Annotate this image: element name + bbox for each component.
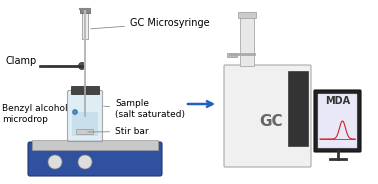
Bar bbox=[32, 140, 158, 150]
Bar bbox=[71, 86, 99, 94]
FancyBboxPatch shape bbox=[314, 90, 361, 152]
Bar bbox=[227, 53, 237, 57]
Text: MDA: MDA bbox=[325, 96, 350, 106]
Circle shape bbox=[78, 155, 92, 169]
Circle shape bbox=[48, 155, 62, 169]
Text: Sample
(salt saturated): Sample (salt saturated) bbox=[104, 99, 185, 119]
Bar bbox=[288, 71, 308, 146]
Text: GC: GC bbox=[260, 114, 283, 128]
FancyBboxPatch shape bbox=[76, 130, 93, 135]
Bar bbox=[238, 12, 256, 18]
Text: GC Microsyringe: GC Microsyringe bbox=[91, 18, 210, 29]
Text: Benzyl alcohol
microdrop: Benzyl alcohol microdrop bbox=[2, 104, 75, 124]
FancyBboxPatch shape bbox=[224, 65, 311, 167]
FancyBboxPatch shape bbox=[68, 91, 102, 141]
Bar bbox=[80, 9, 90, 13]
FancyBboxPatch shape bbox=[28, 142, 162, 176]
Bar bbox=[72, 112, 98, 136]
Bar bbox=[318, 94, 357, 148]
Text: Stir bar: Stir bar bbox=[88, 127, 149, 136]
Circle shape bbox=[79, 63, 85, 70]
Bar bbox=[82, 11, 88, 39]
Circle shape bbox=[73, 109, 77, 114]
Text: Clamp: Clamp bbox=[5, 56, 40, 66]
Bar bbox=[240, 14, 254, 66]
